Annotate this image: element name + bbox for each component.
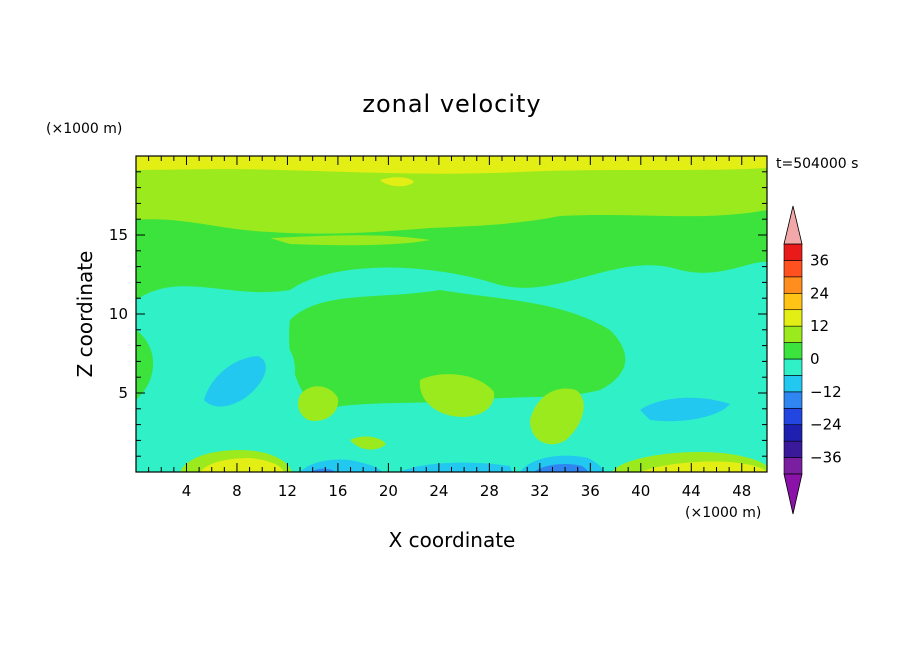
x-tick-label: 48	[732, 482, 751, 500]
field-bottom-yellow-left	[200, 458, 284, 472]
field-mid-green	[289, 290, 626, 410]
field-right-blob-core	[640, 397, 730, 422]
field-bottom-blue-c	[534, 464, 588, 472]
x-axis: 4 8 12 16 20 24 28 32 36 40 44 48	[148, 156, 755, 500]
field-bottom-yellow-right	[640, 461, 767, 472]
colorbar-segment	[783, 260, 803, 278]
x-tick-label: 16	[328, 482, 347, 500]
colorbar-extend-low	[783, 473, 803, 515]
colorbar-segment	[783, 391, 803, 409]
colorbar-segment	[783, 276, 803, 294]
x-tick-label: 40	[631, 482, 650, 500]
x-tick-label: 12	[278, 482, 297, 500]
field-left-blob-core	[204, 356, 266, 407]
contour-field	[136, 156, 767, 472]
colorbar-tick-label: −36	[810, 449, 842, 467]
colorbar-segment	[783, 424, 803, 442]
colorbar-segment	[783, 440, 803, 458]
colorbar-tick-label: 36	[810, 251, 829, 269]
y-unit-label: (×1000 m)	[46, 121, 122, 137]
colorbar-segment	[783, 407, 803, 426]
field-left-edge	[136, 330, 154, 400]
colorbar-extend-high	[783, 205, 803, 245]
colorbar-segment	[783, 309, 803, 327]
x-tick-label: 24	[429, 482, 448, 500]
colorbar-tick-label: 12	[810, 317, 829, 335]
x-tick-label: 4	[182, 482, 192, 500]
x-tick-label: 36	[581, 482, 600, 500]
colorbar-segment	[783, 375, 803, 393]
colorbar-segment	[783, 457, 803, 475]
y-tick-label: 10	[109, 305, 128, 323]
colorbar-segment	[783, 342, 803, 360]
field-top-band	[136, 156, 767, 234]
field-top-yellow-2	[380, 177, 414, 187]
x-tick-label: 20	[379, 482, 398, 500]
field-lobe-a	[298, 386, 339, 421]
y-tick-label: 15	[109, 226, 128, 244]
field-bottom-cyan-b	[400, 462, 512, 472]
field-top-band-2	[270, 235, 430, 246]
y-tick-label: 5	[118, 384, 128, 402]
x-tick-label: 32	[530, 482, 549, 500]
colorbar-tick-label: −24	[810, 416, 842, 434]
colorbar-segment	[783, 358, 803, 376]
colorbar-tick-label: −12	[810, 383, 842, 401]
x-tick-label: 8	[232, 482, 242, 500]
field-lobe-d	[350, 436, 386, 450]
time-label: t=504000 s	[776, 156, 858, 172]
field-top-yellow	[136, 156, 767, 174]
colorbar: 36 24 12 0 −12 −24 −36	[783, 205, 842, 515]
x-axis-label: X coordinate	[389, 528, 516, 552]
colorbar-segment	[783, 325, 803, 343]
colorbar-tick-label: 24	[810, 284, 829, 302]
x-tick-label: 28	[480, 482, 499, 500]
colorbar-segment	[783, 243, 803, 261]
x-unit-label: (×1000 m)	[685, 505, 761, 521]
colorbar-segment	[783, 292, 803, 311]
field-bottom-band	[136, 445, 767, 472]
x-tick-label: 44	[682, 482, 701, 500]
field-bottom-blue-a	[310, 468, 336, 472]
field-lobe-b	[419, 374, 495, 417]
y-axis: 5 10 15	[109, 171, 767, 457]
colorbar-tick-label: 0	[810, 350, 820, 368]
field-lobe-c	[530, 388, 584, 445]
chart-title: zonal velocity	[362, 90, 541, 118]
y-axis-label: Z coordinate	[73, 251, 97, 378]
